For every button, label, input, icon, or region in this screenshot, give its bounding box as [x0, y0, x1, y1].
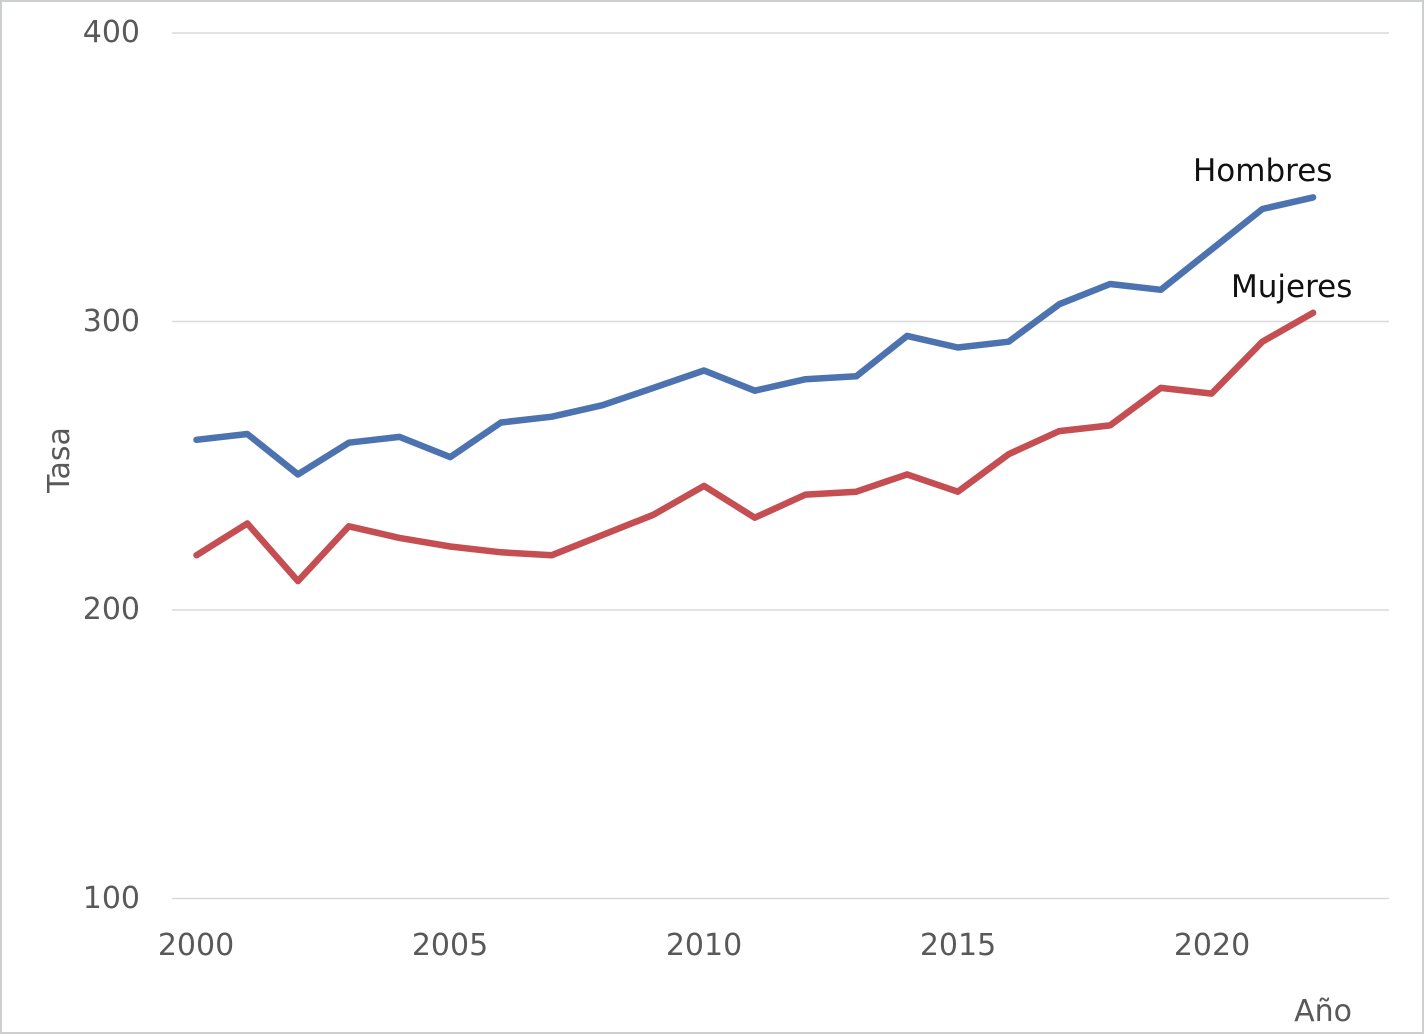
series-label-hombres: Hombres — [1193, 153, 1333, 189]
y-tick-label-400: 400 — [82, 15, 140, 50]
x-axis-title: Año — [1294, 994, 1352, 1029]
x-tick-label-2015: 2015 — [919, 928, 997, 963]
y-tick-label-300: 300 — [82, 304, 140, 339]
series-label-mujeres: Mujeres — [1231, 269, 1353, 305]
y-tick-label-100: 100 — [82, 881, 140, 916]
x-tick-label-2000: 2000 — [157, 928, 235, 963]
y-tick-label-200: 200 — [82, 592, 140, 627]
mujeres-line-series — [193, 309, 1317, 585]
x-tick-label-2005: 2005 — [411, 928, 489, 963]
hombres-line-series — [193, 194, 1317, 478]
x-tick-label-2020: 2020 — [1173, 928, 1251, 963]
x-tick-label-2010: 2010 — [665, 928, 743, 963]
y-axis-title: Tasa — [42, 427, 77, 493]
